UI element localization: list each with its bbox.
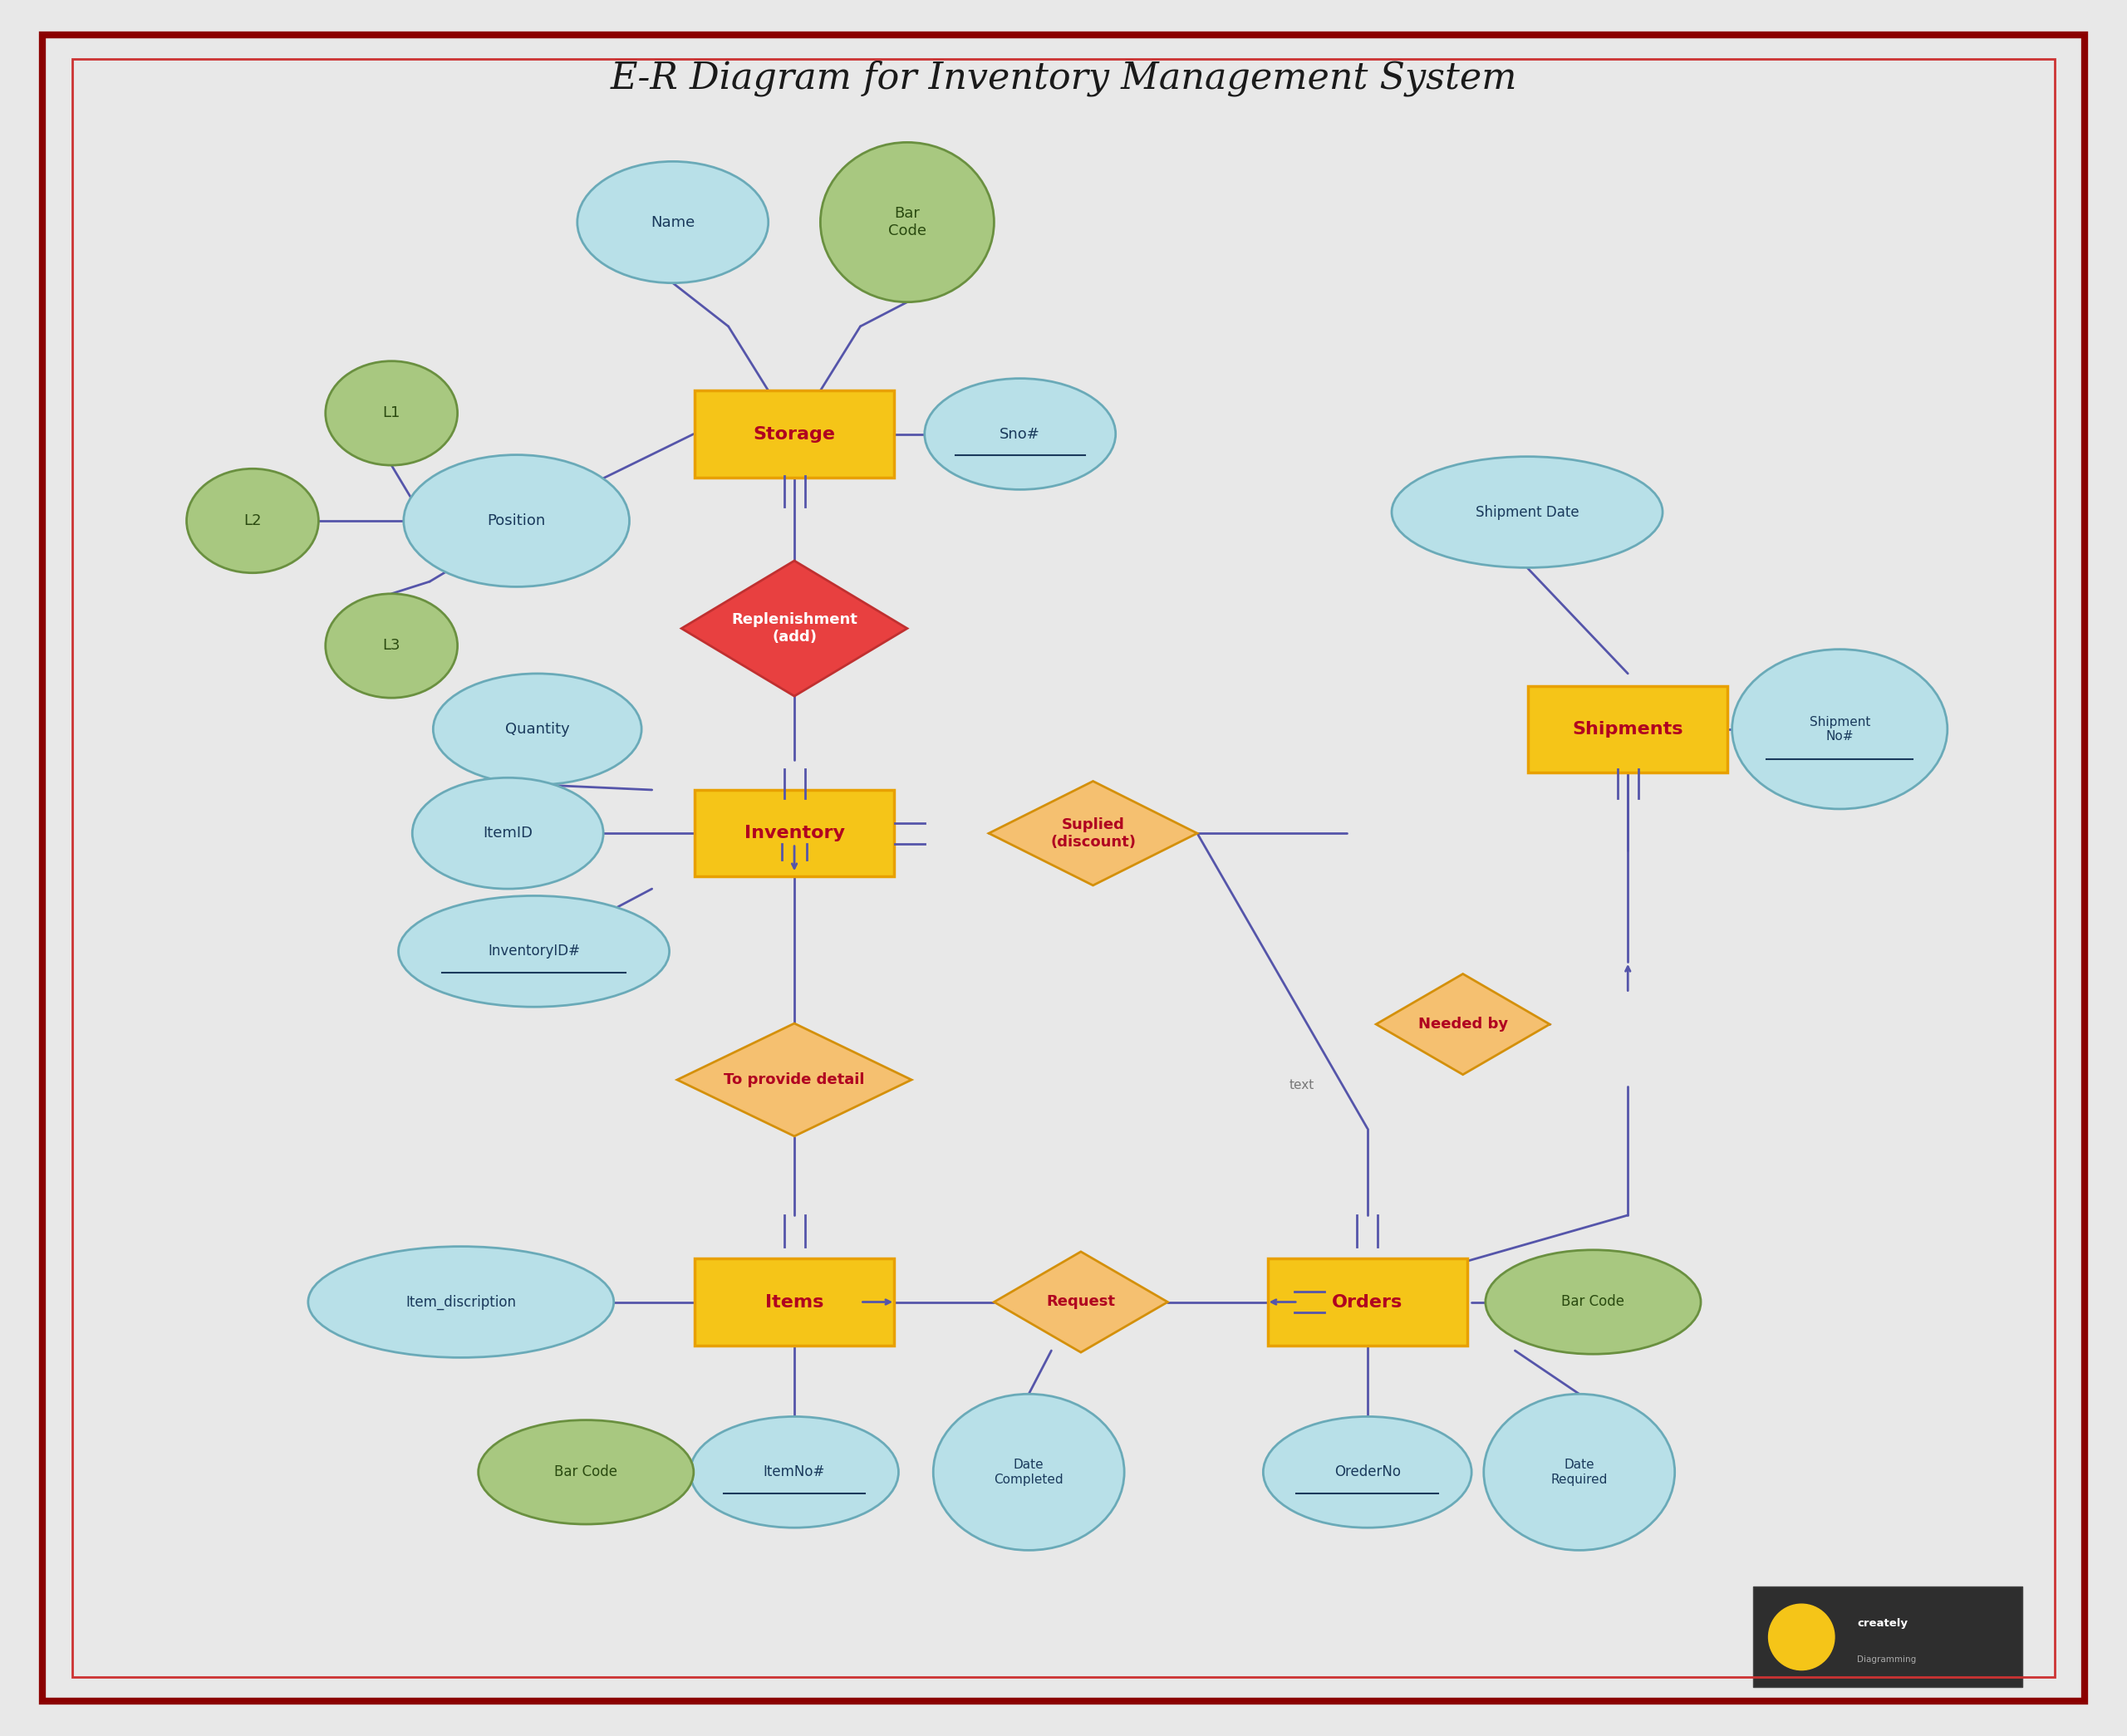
Ellipse shape: [576, 161, 768, 283]
Polygon shape: [989, 781, 1198, 885]
Text: Inventory: Inventory: [744, 825, 844, 842]
Text: Suplied
(discount): Suplied (discount): [1051, 818, 1136, 849]
Text: text: text: [1289, 1078, 1314, 1092]
Text: Needed by: Needed by: [1419, 1017, 1508, 1031]
FancyBboxPatch shape: [1268, 1259, 1468, 1345]
Text: creately: creately: [1857, 1618, 1908, 1628]
Text: Date
Completed: Date Completed: [993, 1458, 1064, 1486]
Ellipse shape: [325, 594, 457, 698]
Circle shape: [1768, 1604, 1833, 1670]
Ellipse shape: [925, 378, 1115, 490]
Ellipse shape: [434, 674, 642, 785]
Ellipse shape: [413, 778, 604, 889]
Polygon shape: [681, 561, 908, 696]
Text: Items: Items: [766, 1293, 823, 1311]
Ellipse shape: [1263, 1417, 1472, 1528]
Text: Request: Request: [1046, 1295, 1115, 1309]
Text: L1: L1: [383, 406, 400, 420]
Ellipse shape: [1731, 649, 1948, 809]
Text: InventoryID#: InventoryID#: [487, 944, 581, 958]
Text: Replenishment
(add): Replenishment (add): [732, 613, 857, 644]
FancyBboxPatch shape: [1527, 686, 1727, 773]
Text: E-R Diagram for Inventory Management System: E-R Diagram for Inventory Management Sys…: [610, 61, 1517, 95]
Text: Bar Code: Bar Code: [1561, 1295, 1625, 1309]
Text: Diagramming: Diagramming: [1857, 1656, 1916, 1663]
FancyBboxPatch shape: [1753, 1587, 2023, 1687]
Ellipse shape: [479, 1420, 693, 1524]
Text: Quantity: Quantity: [504, 722, 570, 736]
Text: Bar
Code: Bar Code: [889, 207, 927, 238]
Text: Bar Code: Bar Code: [555, 1465, 617, 1479]
Text: Item_discription: Item_discription: [406, 1295, 517, 1309]
Text: L2: L2: [245, 514, 262, 528]
Text: Sno#: Sno#: [1000, 427, 1040, 441]
FancyBboxPatch shape: [696, 790, 893, 877]
Text: L3: L3: [383, 639, 400, 653]
Text: Name: Name: [651, 215, 696, 229]
Text: To provide detail: To provide detail: [723, 1073, 866, 1087]
Text: OrederNo: OrederNo: [1334, 1465, 1400, 1479]
FancyBboxPatch shape: [696, 391, 893, 477]
Text: Shipments: Shipments: [1572, 720, 1682, 738]
Ellipse shape: [187, 469, 319, 573]
Text: Shipment
No#: Shipment No#: [1810, 715, 1870, 743]
Text: Orders: Orders: [1332, 1293, 1404, 1311]
Text: ItemID: ItemID: [483, 826, 532, 840]
Polygon shape: [676, 1024, 912, 1137]
Text: Position: Position: [487, 514, 547, 528]
Ellipse shape: [934, 1394, 1125, 1550]
Text: Date
Required: Date Required: [1551, 1458, 1608, 1486]
Ellipse shape: [404, 455, 630, 587]
Polygon shape: [993, 1252, 1168, 1352]
FancyBboxPatch shape: [696, 1259, 893, 1345]
Text: Storage: Storage: [753, 425, 836, 443]
Ellipse shape: [1391, 457, 1663, 568]
Ellipse shape: [308, 1246, 615, 1358]
Text: ItemNo#: ItemNo#: [764, 1465, 825, 1479]
Text: Shipment Date: Shipment Date: [1476, 505, 1578, 519]
Polygon shape: [1376, 974, 1551, 1075]
Ellipse shape: [1485, 1250, 1702, 1354]
Ellipse shape: [689, 1417, 898, 1528]
Ellipse shape: [821, 142, 993, 302]
Ellipse shape: [1485, 1394, 1674, 1550]
Ellipse shape: [325, 361, 457, 465]
Ellipse shape: [398, 896, 670, 1007]
